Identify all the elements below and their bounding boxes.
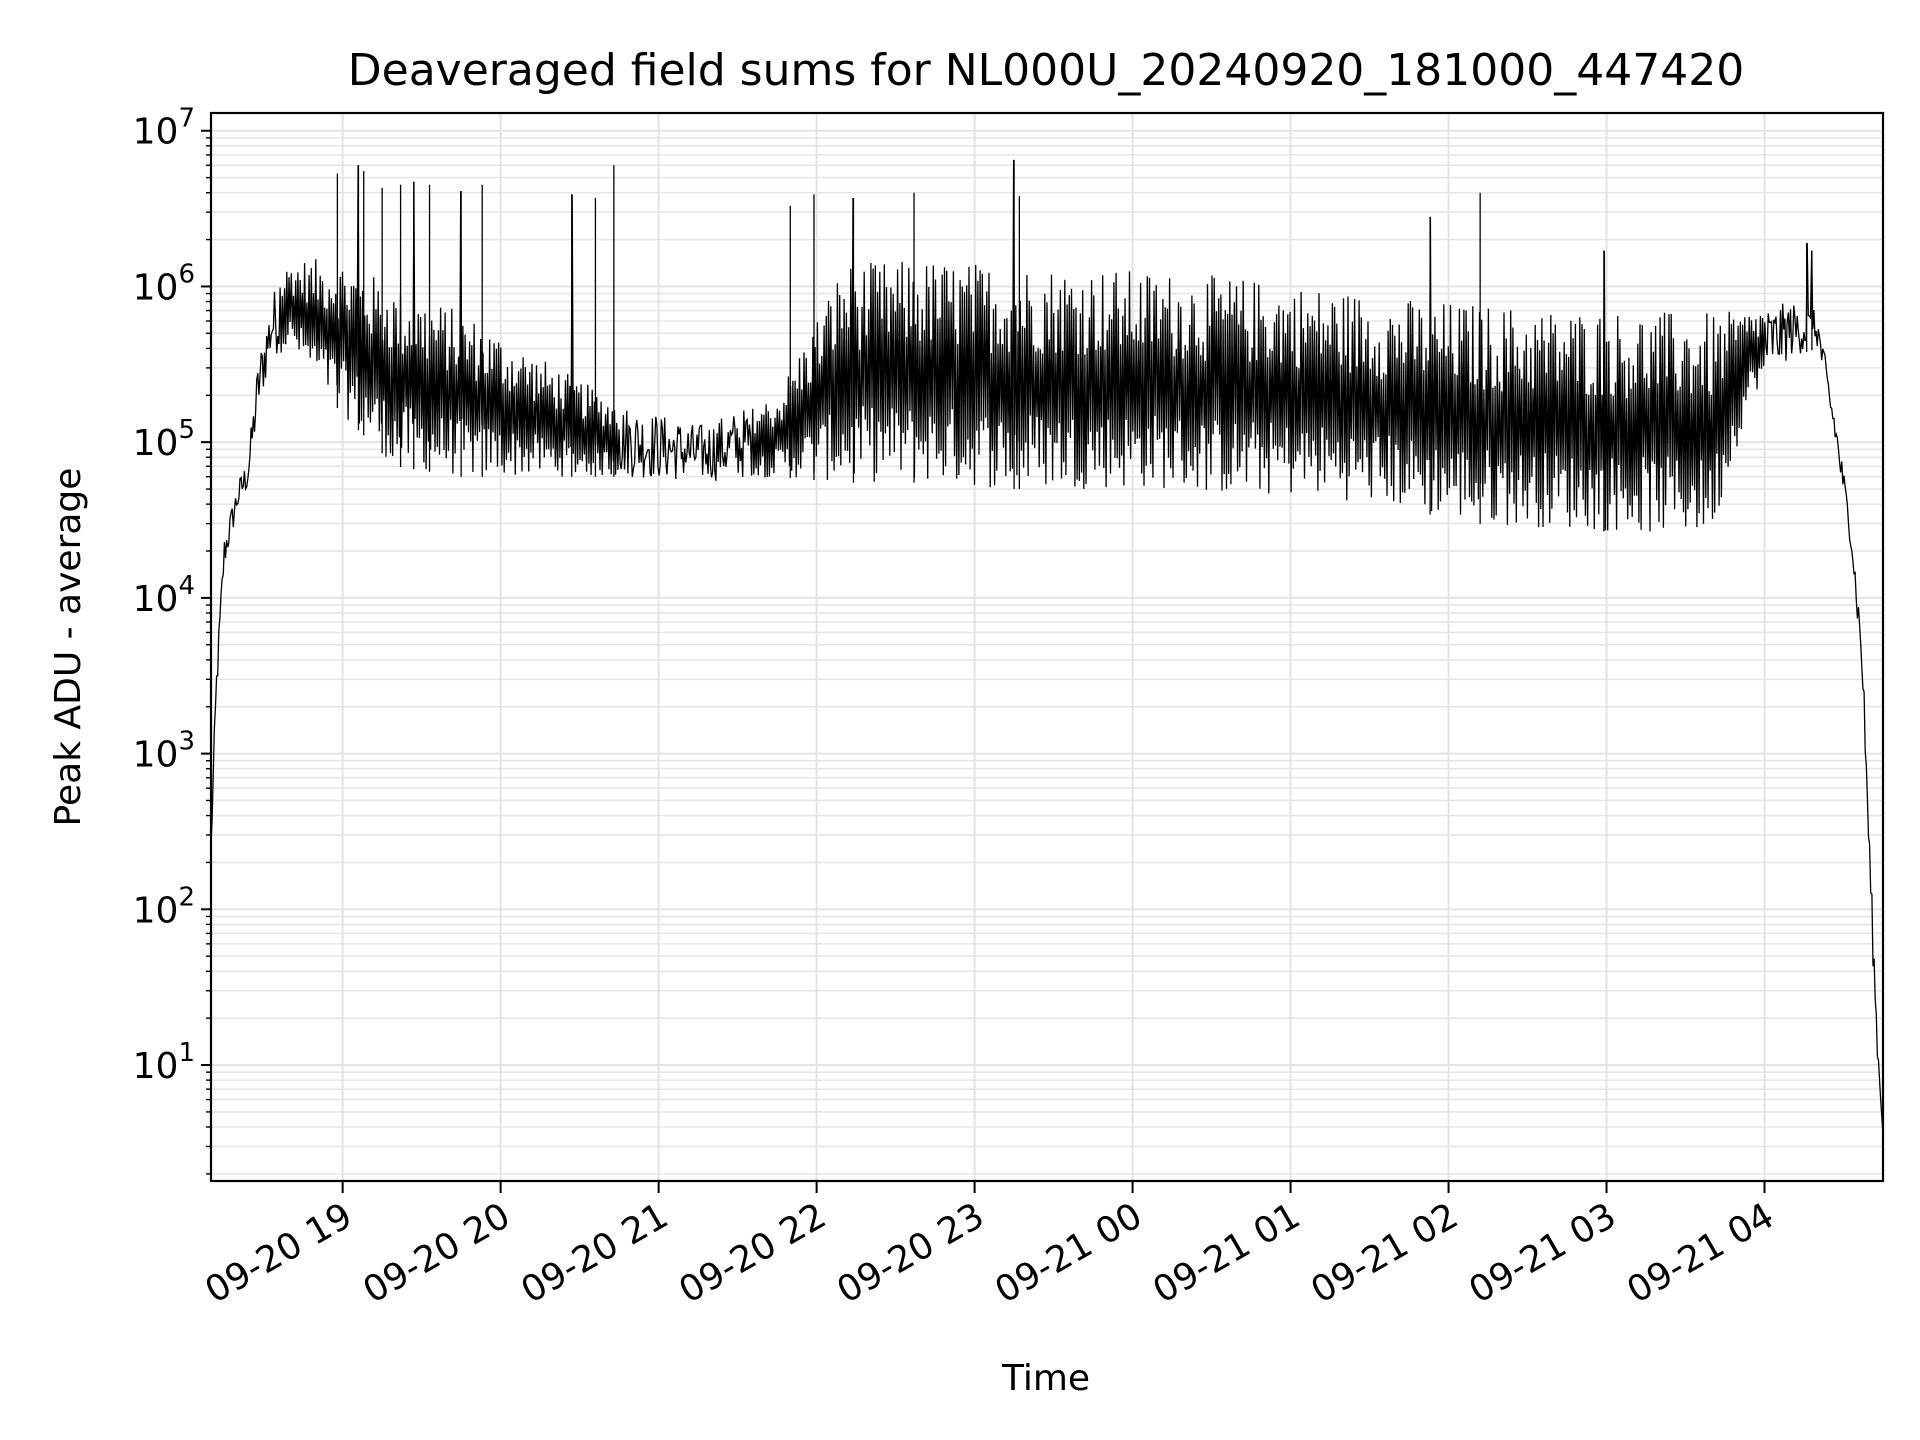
y-tick-label: 101 xyxy=(133,1038,195,1087)
y-tick-label: 106 xyxy=(133,259,195,308)
y-tick-label: 102 xyxy=(133,882,195,931)
chart-title: Deaveraged field sums for NL000U_2024092… xyxy=(348,45,1744,96)
y-tick-label: 107 xyxy=(133,104,195,153)
x-axis-label: Time xyxy=(1001,1358,1090,1399)
data-series-line xyxy=(210,159,1884,1135)
y-axis-label: Peak ADU - average xyxy=(48,468,89,827)
y-tick-label: 104 xyxy=(133,571,195,620)
y-tick-label: 103 xyxy=(133,727,195,776)
y-tick-label: 105 xyxy=(133,415,195,464)
plot-frame xyxy=(209,111,1885,1183)
